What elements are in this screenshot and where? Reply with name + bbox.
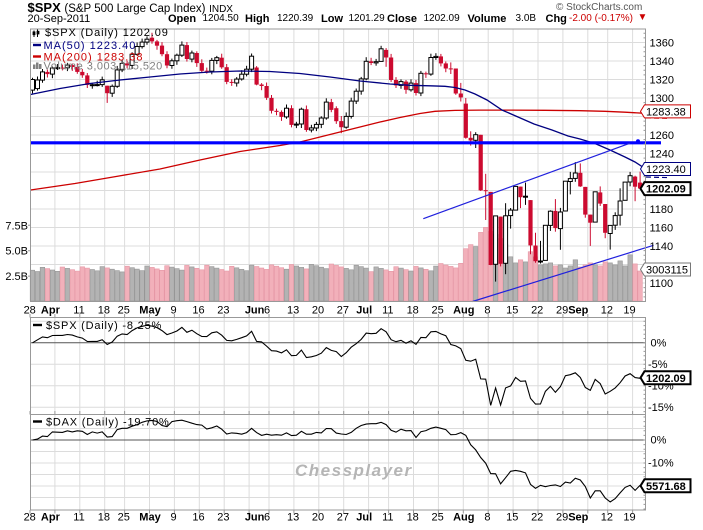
- svg-text:6: 6: [264, 305, 270, 317]
- svg-text:0%: 0%: [651, 337, 667, 349]
- svg-text:11: 11: [73, 512, 84, 524]
- svg-text:12: 12: [601, 512, 613, 524]
- svg-text:25: 25: [431, 305, 443, 317]
- svg-text:16: 16: [192, 512, 204, 524]
- svg-text:18: 18: [98, 305, 110, 317]
- svg-text:28: 28: [24, 305, 36, 317]
- svg-text:20: 20: [312, 512, 324, 524]
- svg-text:Aug: Aug: [453, 305, 474, 317]
- svg-text:MA(200) 1283.38: MA(200) 1283.38: [44, 52, 144, 64]
- svg-text:Jul: Jul: [356, 512, 372, 524]
- svg-text:5571.68: 5571.68: [646, 481, 686, 493]
- svg-text:$SPX (Daily) 1202.09: $SPX (Daily) 1202.09: [45, 27, 169, 39]
- svg-text:12: 12: [601, 305, 613, 317]
- svg-text:Sep: Sep: [568, 305, 588, 317]
- svg-text:1340: 1340: [650, 56, 674, 68]
- svg-text:29: 29: [556, 305, 568, 317]
- svg-text:Apr: Apr: [41, 512, 61, 524]
- svg-text:1202.09: 1202.09: [646, 184, 686, 196]
- svg-text:1320: 1320: [650, 75, 674, 87]
- svg-text:Sep: Sep: [568, 512, 588, 524]
- svg-text:1260: 1260: [650, 130, 674, 142]
- svg-text:27: 27: [337, 305, 349, 317]
- svg-text:18: 18: [407, 305, 419, 317]
- svg-text:18: 18: [98, 512, 110, 524]
- svg-text:23: 23: [217, 512, 229, 524]
- svg-text:7.5B: 7.5B: [5, 220, 28, 232]
- svg-text:$DAX (Daily) -19.70%: $DAX (Daily) -19.70%: [46, 417, 170, 429]
- svg-text:-5%: -5%: [648, 359, 668, 371]
- svg-text:2.5B: 2.5B: [5, 271, 28, 283]
- svg-text:1100: 1100: [650, 278, 674, 290]
- svg-text:1180: 1180: [650, 204, 674, 216]
- svg-text:Chessplayer: Chessplayer: [295, 461, 413, 480]
- svg-text:Volume 3,003,115,520: Volume 3,003,115,520: [44, 61, 163, 73]
- svg-text:8: 8: [484, 512, 490, 524]
- svg-text:MA(50) 1223.40: MA(50) 1223.40: [44, 40, 137, 52]
- svg-text:25: 25: [118, 305, 130, 317]
- svg-text:16: 16: [192, 305, 204, 317]
- svg-text:8: 8: [484, 305, 490, 317]
- svg-text:1160: 1160: [650, 223, 674, 235]
- svg-text:11: 11: [382, 305, 393, 317]
- svg-text:1360: 1360: [650, 38, 674, 50]
- svg-text:29: 29: [556, 512, 568, 524]
- svg-text:19: 19: [623, 512, 635, 524]
- svg-text:May: May: [139, 512, 161, 524]
- svg-text:-10%: -10%: [648, 458, 674, 470]
- svg-text:25: 25: [118, 512, 130, 524]
- svg-text:13: 13: [287, 305, 299, 317]
- svg-text:9: 9: [171, 512, 177, 524]
- svg-text:1140: 1140: [650, 241, 674, 253]
- svg-text:25: 25: [431, 512, 443, 524]
- svg-text:Jun: Jun: [245, 305, 265, 317]
- svg-text:Apr: Apr: [41, 305, 61, 317]
- svg-text:11: 11: [73, 305, 84, 317]
- svg-text:1300: 1300: [650, 93, 674, 105]
- svg-text:22: 22: [531, 305, 543, 317]
- svg-text:22: 22: [531, 512, 543, 524]
- svg-text:3003115: 3003115: [646, 265, 688, 277]
- svg-text:May: May: [139, 305, 161, 317]
- svg-text:1223.40: 1223.40: [646, 164, 686, 176]
- svg-text:23: 23: [217, 305, 229, 317]
- svg-text:6: 6: [264, 512, 270, 524]
- svg-text:11: 11: [382, 512, 393, 524]
- svg-text:5.0B: 5.0B: [5, 246, 28, 258]
- svg-text:19: 19: [623, 305, 635, 317]
- svg-text:1283.38: 1283.38: [646, 106, 686, 118]
- svg-text:28: 28: [24, 512, 36, 524]
- svg-text:15: 15: [506, 512, 518, 524]
- svg-text:27: 27: [337, 512, 349, 524]
- svg-text:0%: 0%: [651, 435, 667, 447]
- svg-text:18: 18: [407, 512, 419, 524]
- svg-text:$SPX (Daily) -8.25%: $SPX (Daily) -8.25%: [46, 320, 162, 332]
- svg-text:15: 15: [506, 305, 518, 317]
- svg-text:13: 13: [287, 512, 299, 524]
- svg-text:1202.09: 1202.09: [646, 373, 686, 385]
- svg-text:9: 9: [171, 305, 177, 317]
- svg-text:20: 20: [312, 305, 324, 317]
- svg-text:Aug: Aug: [453, 512, 474, 524]
- svg-text:-15%: -15%: [648, 402, 674, 414]
- svg-text:Jun: Jun: [245, 512, 265, 524]
- svg-text:1240: 1240: [650, 149, 674, 161]
- svg-text:Jul: Jul: [356, 305, 372, 317]
